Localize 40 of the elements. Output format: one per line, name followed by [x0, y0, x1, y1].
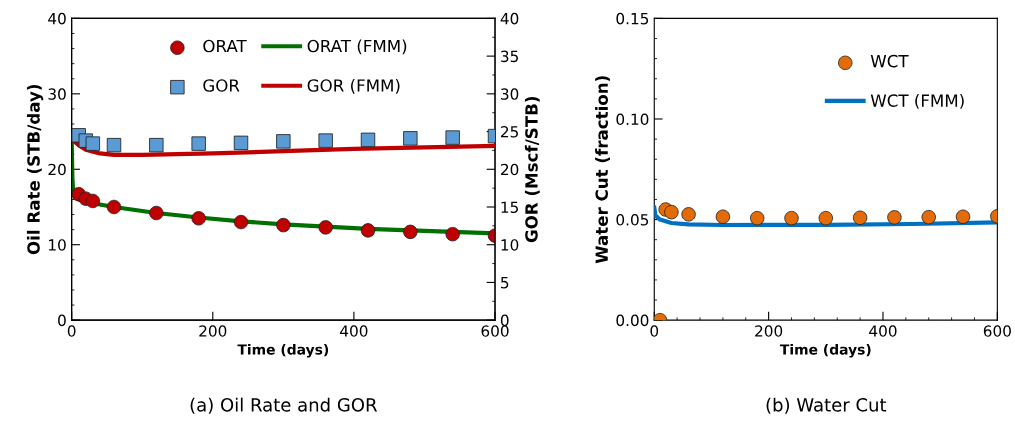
line-series	[654, 205, 998, 228]
y2-tick-label: 40	[500, 12, 519, 25]
y-tick-label: 20	[48, 163, 66, 176]
y2-tick-label: 25	[501, 126, 518, 138]
x-axis-title: Time (days)	[237, 343, 329, 358]
y2-tick-label: 35	[501, 50, 518, 63]
x-tick-label: 400	[340, 325, 368, 337]
y2-tick-label: 15	[501, 201, 518, 214]
y2-tick-label: 0	[500, 314, 509, 327]
y-tick-label: 0.05	[616, 214, 649, 226]
y2-tick-label: 20	[501, 163, 519, 176]
x-axis-title: Time (days)	[779, 343, 871, 358]
y-tick-label: 30	[48, 88, 66, 100]
x-tick-label: 0	[650, 325, 659, 337]
y2-tick-label: 30	[501, 88, 519, 100]
y-tick-label: 10	[49, 239, 66, 251]
legend-label: GOR (FMM)	[307, 78, 400, 94]
legend-label: WCT (FMM)	[870, 94, 964, 109]
y-axis-title: Water Cut (fraction)	[595, 76, 610, 264]
x-tick-label: 200	[199, 325, 227, 337]
x-tick-label: 600	[983, 325, 1011, 337]
x-tick-label: 400	[869, 325, 897, 337]
y-axis-title: Oil Rate (STB/day)	[26, 84, 44, 255]
legend-label: ORAT (FMM)	[307, 39, 407, 55]
y-tick-label: 0.15	[616, 12, 649, 25]
y-tick-label: 0.00	[616, 314, 649, 327]
x-tick-label: 200	[755, 325, 783, 337]
y-tick-label: 0	[58, 314, 66, 327]
y2-tick-label: 10	[501, 239, 519, 251]
text: (b) Water Cut	[766, 397, 887, 414]
text: (a) Oil Rate and GOR	[190, 397, 378, 414]
y2-axis-title: GOR (Mscf/STB)	[524, 96, 540, 243]
x-tick-label: 600	[481, 325, 509, 337]
x-tick-label: 0	[67, 325, 76, 337]
legend-label: WCT	[870, 54, 909, 68]
legend-label: ORAT	[203, 39, 247, 53]
legend-label: GOR	[203, 79, 240, 92]
y-tick-label: 40	[48, 12, 66, 25]
y2-tick-label: 5	[501, 277, 509, 289]
y-tick-label: 0.10	[616, 113, 649, 126]
